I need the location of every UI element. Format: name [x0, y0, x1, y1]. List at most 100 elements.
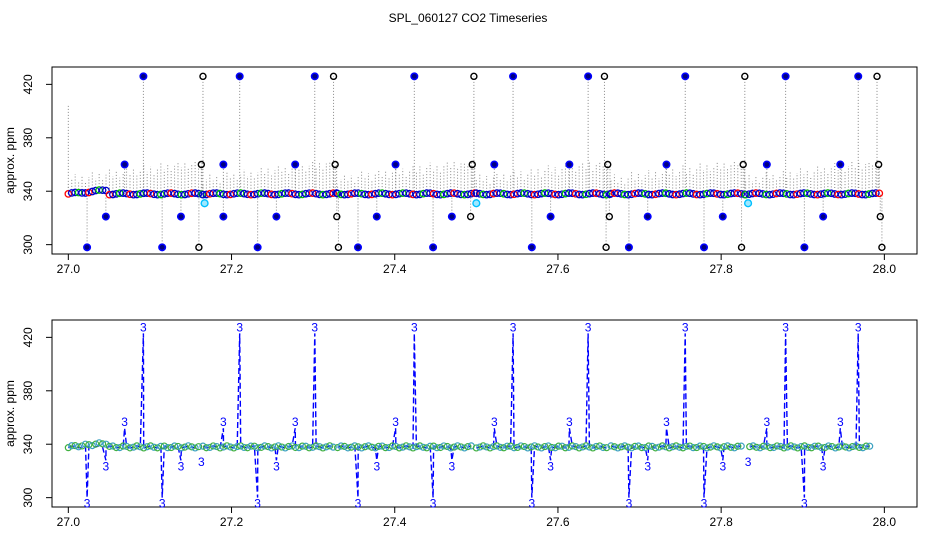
top-spike-point	[737, 243, 746, 252]
top-x-tick-label: 27.8	[709, 262, 733, 276]
bottom-baseline-point	[866, 442, 874, 450]
top-spike-point	[199, 72, 207, 81]
bottom-baseline-point	[85, 441, 93, 449]
bottom-baseline-point	[409, 444, 417, 452]
top-spike-point	[120, 160, 129, 169]
chart-title: SPL_060127 CO2 Timeseries	[389, 11, 548, 25]
bottom-x-tick-label: 28.0	[873, 515, 897, 529]
bottom-baseline-point	[237, 442, 245, 450]
bottom-baseline-point	[188, 443, 196, 451]
bottom-baseline-point	[291, 443, 300, 452]
bottom-spike-label: 3	[528, 497, 535, 511]
top-baseline-point	[426, 189, 435, 198]
bottom-baseline-point	[150, 443, 158, 451]
top-spike-point	[310, 72, 319, 81]
bottom-baseline-point	[271, 443, 279, 451]
bottom-baseline-point	[638, 443, 646, 452]
bottom-baseline-point	[551, 444, 559, 452]
bottom-baseline-point	[746, 443, 754, 451]
top-spike-point	[876, 212, 884, 221]
bottom-baseline-point	[105, 442, 114, 450]
bottom-baseline-point	[81, 440, 90, 448]
bottom-baseline-point	[537, 444, 546, 452]
bottom-baseline-point	[776, 442, 785, 451]
top-spike-point	[739, 160, 747, 169]
top-spike-point	[527, 243, 536, 252]
bottom-spike-label: 3	[585, 320, 592, 334]
bottom-baseline-point	[191, 444, 199, 452]
bottom-baseline-point	[368, 443, 376, 451]
top-spike-point	[333, 212, 341, 221]
bottom-baseline-point	[737, 442, 745, 450]
bottom-baseline-point	[811, 442, 819, 450]
bottom-baseline-point	[790, 443, 798, 451]
top-spike-point	[643, 212, 652, 221]
top-panel: 27.0 27.2 27.4 27.6 27.8 28.0 300 340 380 420 appr…	[3, 66, 918, 276]
bottom-spike-label: 3	[121, 415, 128, 429]
bottom-baseline-point	[804, 443, 812, 451]
bottom-baseline-point	[351, 442, 359, 450]
bottom-panel: 27.0 27.2 27.4 27.6 27.8 28.0 300 340 380 420 appr…	[3, 319, 918, 529]
bottom-x-tick-label: 27.2	[220, 515, 244, 529]
bottom-baseline-point	[682, 442, 690, 450]
bottom-baseline-point	[607, 442, 615, 450]
bottom-baseline-point	[617, 443, 625, 451]
bottom-baseline-point	[627, 444, 636, 452]
top-plot-frame	[51, 66, 918, 255]
bottom-baseline-point	[385, 443, 393, 452]
top-baseline-point	[202, 190, 211, 199]
bottom-baseline-point	[109, 442, 117, 450]
bottom-baseline-point	[285, 442, 293, 451]
bottom-baseline-point	[75, 443, 83, 451]
top-baseline-point	[402, 189, 411, 198]
bottom-baseline-point	[247, 442, 255, 450]
bottom-baseline-point	[423, 444, 431, 452]
bottom-baseline-point	[302, 442, 310, 450]
bottom-baseline-point	[354, 443, 362, 451]
bottom-baseline-point	[344, 444, 352, 452]
bottom-baseline-point	[713, 443, 721, 451]
bottom-baseline-point	[243, 444, 252, 452]
bottom-baseline-point	[703, 444, 711, 452]
top-spike-point	[291, 160, 300, 169]
bottom-baseline-point	[578, 443, 587, 451]
bottom-spike-label: 3	[663, 415, 670, 429]
bottom-baseline-point	[621, 442, 629, 450]
bottom-spike-label: 3	[140, 320, 147, 334]
bottom-baseline-point	[669, 443, 677, 451]
top-baseline-point	[737, 190, 746, 198]
bottom-baseline-point	[219, 443, 228, 451]
bottom-baseline-point	[835, 443, 843, 451]
bottom-baseline-point	[766, 444, 774, 452]
bottom-baseline-point	[730, 444, 738, 452]
bottom-baseline-point	[749, 442, 757, 450]
bottom-baseline-point	[129, 443, 138, 451]
top-spike-point	[490, 160, 499, 169]
bottom-baseline-point	[814, 442, 822, 450]
bottom-baseline-point	[710, 442, 718, 450]
top-spike-point	[602, 243, 610, 252]
bottom-baseline-point	[216, 444, 224, 452]
top-spike-point	[718, 212, 727, 221]
bottom-baseline-point	[347, 443, 355, 451]
top-spike-point	[334, 243, 343, 252]
bottom-baseline-point	[541, 442, 549, 451]
bottom-baseline-point	[250, 442, 258, 450]
top-baseline-point	[133, 190, 141, 199]
top-spike-point	[600, 72, 609, 81]
top-baseline-point	[354, 189, 363, 198]
top-spike-point	[410, 72, 419, 81]
top-y-tick-label: 300	[21, 234, 35, 254]
top-baseline-point	[827, 189, 836, 198]
top-spike-point	[235, 72, 244, 81]
bottom-baseline-point	[254, 444, 262, 452]
bottom-baseline-point	[756, 444, 764, 452]
top-x-tick-label: 27.2	[220, 262, 244, 276]
bottom-baseline-point	[453, 442, 462, 450]
top-spike-point	[836, 160, 845, 169]
bottom-baseline-point	[402, 442, 410, 450]
top-baseline-point	[322, 190, 331, 199]
bottom-baseline-point	[98, 440, 107, 448]
top-spike-point	[874, 160, 883, 169]
bottom-spike-label: 3	[644, 459, 651, 473]
